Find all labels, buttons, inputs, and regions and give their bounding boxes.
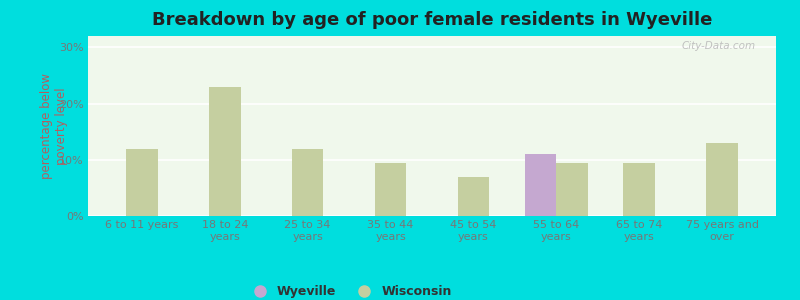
Bar [525, 154, 556, 216]
Bar [556, 163, 588, 216]
Y-axis label: percentage below
poverty level: percentage below poverty level [39, 73, 67, 179]
Text: City-Data.com: City-Data.com [682, 41, 755, 51]
Bar [375, 163, 406, 216]
Legend: Wyeville, Wisconsin: Wyeville, Wisconsin [242, 280, 457, 300]
Bar [706, 143, 738, 216]
Bar [209, 87, 241, 216]
Bar [292, 148, 323, 216]
Bar [126, 148, 158, 216]
Bar [623, 163, 655, 216]
Bar [458, 177, 489, 216]
Title: Breakdown by age of poor female residents in Wyeville: Breakdown by age of poor female resident… [152, 11, 712, 29]
